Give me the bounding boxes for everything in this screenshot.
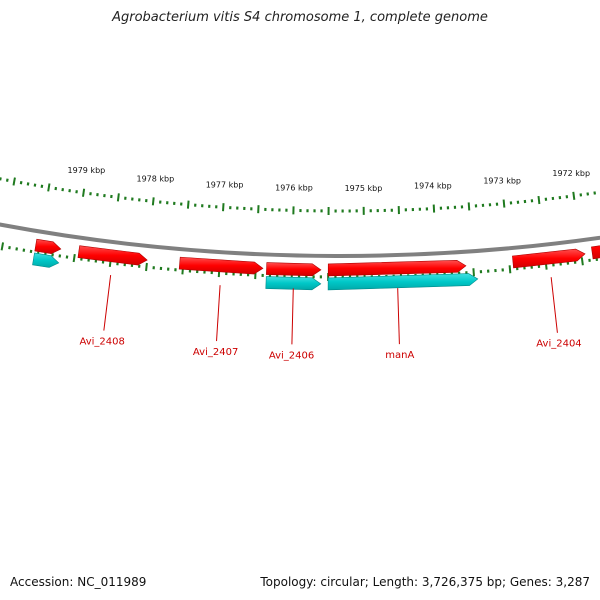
major-tick xyxy=(537,195,541,205)
gene-label-leader xyxy=(216,285,221,342)
kbp-tick-label: 1973 kbp xyxy=(483,177,521,186)
major-tick xyxy=(47,183,51,192)
major-tick xyxy=(145,262,148,272)
minor-tick xyxy=(26,182,30,186)
gene-label: manA xyxy=(385,350,414,361)
reverse-gene-arrow xyxy=(265,276,322,291)
major-tick xyxy=(0,242,5,251)
kbp-tick-label: 1974 kbp xyxy=(414,182,452,191)
gene-label: Avi_2408 xyxy=(79,337,124,348)
minor-tick xyxy=(8,246,11,250)
gene-label-leader xyxy=(291,288,294,345)
minor-tick xyxy=(0,177,2,181)
gene-label-leader xyxy=(550,277,558,333)
major-tick xyxy=(472,268,475,277)
map-title: Agrobacterium vitis S4 chromosome 1, com… xyxy=(112,10,488,25)
forward-gene-arrow xyxy=(266,262,322,277)
reverse-gene-arrow xyxy=(32,252,60,268)
minor-tick xyxy=(33,183,37,187)
major-tick xyxy=(467,202,471,211)
kbp-tick-label: 1976 kbp xyxy=(275,183,313,192)
kbp-tick-label: 1977 kbp xyxy=(206,180,244,189)
forward-gene-arrow xyxy=(178,256,264,275)
gene-label: Avi_2407 xyxy=(193,347,238,358)
forward-gene-arrow xyxy=(512,248,586,269)
major-tick xyxy=(72,253,76,263)
gene-label-leader xyxy=(397,288,400,345)
gene-label: Avi_2406 xyxy=(269,350,314,361)
genome-backbone xyxy=(0,222,600,258)
major-tick xyxy=(508,265,512,274)
minor-tick xyxy=(19,181,23,185)
forward-gene-arrow xyxy=(34,238,62,254)
major-tick xyxy=(502,199,506,208)
kbp-tick-label: 1978 kbp xyxy=(136,174,174,183)
kbp-tick-label: 1975 kbp xyxy=(345,184,383,193)
major-tick xyxy=(151,197,155,206)
forward-gene-arrow xyxy=(77,245,148,266)
gene-labels: Avi_2408Avi_2407Avi_2406manAAvi_2404Avi_… xyxy=(79,274,582,361)
major-tick xyxy=(580,257,584,266)
gene-track xyxy=(32,238,600,291)
major-tick xyxy=(81,188,86,197)
accession-text: Accession: NC_011989 xyxy=(10,575,147,589)
forward-gene-arrow xyxy=(591,245,600,260)
gene-label-leader xyxy=(103,274,112,331)
minor-tick xyxy=(5,178,9,182)
kbp-tick-label: 1979 kbp xyxy=(68,166,106,175)
forward-gene-arrow xyxy=(327,260,467,277)
major-tick xyxy=(572,191,576,200)
major-tick xyxy=(12,177,16,186)
major-tick xyxy=(116,193,120,202)
gene-label: Avi_2404 xyxy=(536,339,581,350)
minor-tick xyxy=(15,247,19,251)
minor-tick xyxy=(22,248,26,252)
reverse-gene-arrow xyxy=(327,273,479,291)
major-tick xyxy=(186,200,190,209)
outer-tick-ring: 1979 kbp 1978 kbp 1977 kbp 1976 kbp 1975 kbp… xyxy=(0,166,596,215)
kbp-tick-label: 1972 kbp xyxy=(552,169,590,178)
summary-text: Topology: circular; Length: 3,726,375 bp… xyxy=(260,575,590,589)
major-tick xyxy=(222,203,225,212)
